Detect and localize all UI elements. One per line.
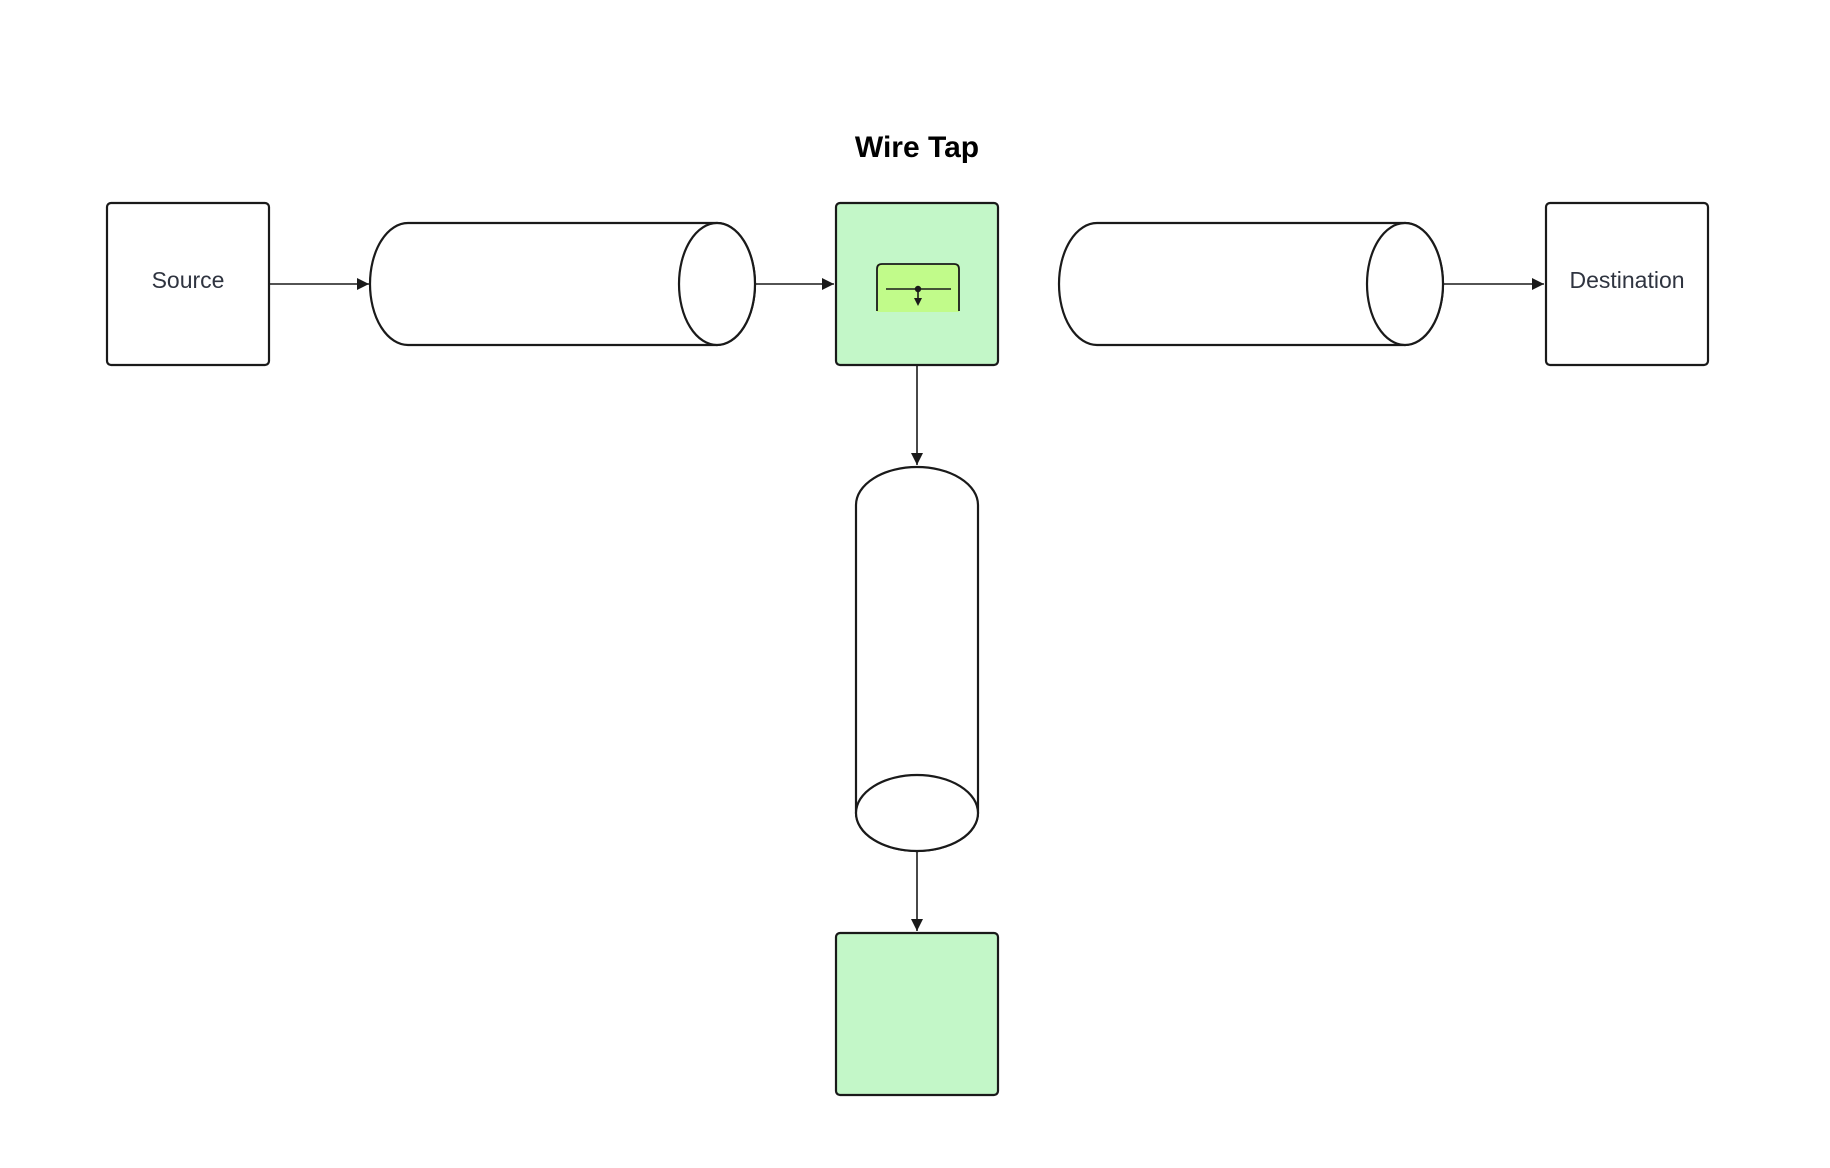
- tap-channel-end: [854, 773, 980, 853]
- input-channel-end: [677, 221, 757, 347]
- output-channel[interactable]: [1057, 221, 1445, 347]
- wire-tap-icon-arrow: [914, 298, 922, 306]
- source-label: Source: [152, 267, 225, 293]
- monitor-node[interactable]: [834, 931, 1000, 1097]
- input-channel[interactable]: [368, 221, 757, 347]
- destination-box: [1544, 201, 1710, 367]
- diagram-title: Wire Tap: [855, 131, 979, 164]
- destination-node[interactable]: Destination: [1544, 201, 1710, 367]
- tap-channel[interactable]: [854, 465, 980, 853]
- monitor-box: [834, 931, 1000, 1097]
- source-node[interactable]: Source: [105, 201, 271, 367]
- wire-tap-node[interactable]: [834, 201, 1000, 367]
- output-channel-end: [1365, 221, 1445, 347]
- wire-tap-icon-outline: [876, 263, 960, 311]
- wire-tap-icon: [876, 263, 960, 312]
- destination-label: Destination: [1569, 267, 1684, 293]
